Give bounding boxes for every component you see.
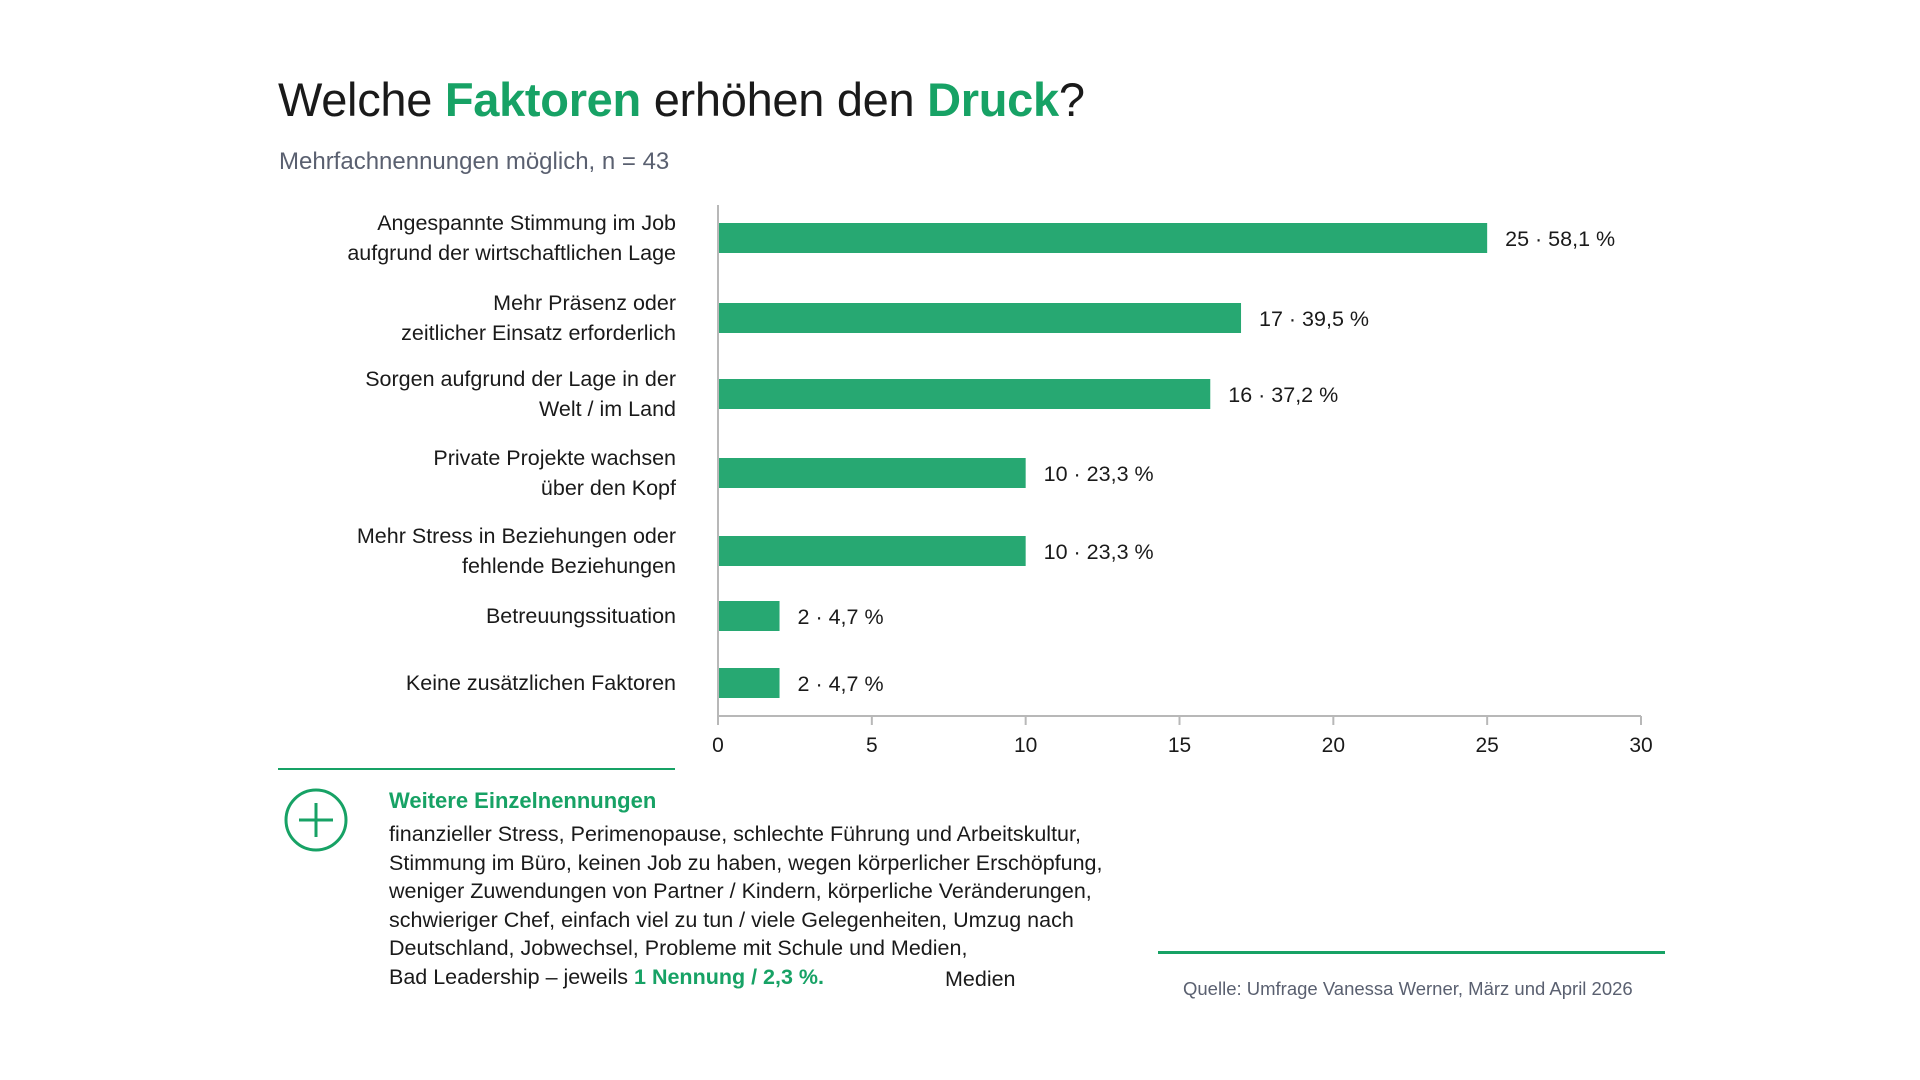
data-label: 17 · 39,5 %	[1259, 307, 1369, 331]
x-tick-label: 5	[866, 734, 878, 757]
x-tick-label: 15	[1168, 734, 1191, 757]
title-part-2: erhöhen den	[640, 73, 928, 126]
more-line: Deutschland, Jobwechsel, Probleme mit Sc…	[389, 936, 968, 961]
data-label: 16 · 37,2 %	[1228, 383, 1338, 407]
more-mentions-heading: Weitere Einzelnennungen	[389, 788, 657, 813]
bar	[718, 601, 780, 631]
category-label: über den Kopf	[541, 476, 676, 500]
axis-layer: 0 5 10 15 20 25 30	[712, 205, 1653, 757]
category-label: Private Projekte wachsen	[433, 446, 676, 470]
bar	[718, 303, 1242, 333]
data-label: 10 · 23,3 %	[1044, 540, 1154, 564]
category-labels-layer: Angespannte Stimmung im Job aufgrund der …	[347, 211, 676, 695]
category-label: Sorgen aufgrund der Lage in der	[365, 367, 676, 391]
x-tick-label: 0	[712, 734, 724, 757]
more-line: weniger Zuwendungen von Partner / Kinder…	[389, 879, 1092, 904]
category-label: Mehr Stress in Beziehungen oder	[357, 524, 676, 548]
category-label: Betreuungssituation	[486, 604, 676, 628]
divider-left	[278, 768, 675, 770]
more-line: Stimmung im Büro, keinen Job zu haben, w…	[389, 850, 1103, 875]
medien-label: Medien	[945, 967, 1016, 991]
chart-title: Welche Faktoren erhöhen den Druck?	[278, 72, 1085, 127]
x-tick-label: 20	[1322, 734, 1345, 757]
title-part-3: ?	[1058, 73, 1085, 126]
bar	[718, 536, 1026, 566]
x-tick-label: 10	[1014, 734, 1037, 757]
data-label: 2 · 4,7 %	[798, 605, 884, 629]
x-tick-label: 30	[1629, 734, 1652, 757]
data-label: 25 · 58,1 %	[1505, 227, 1615, 251]
title-part-1: Welche	[278, 73, 445, 126]
more-mentions-text: finanzieller Stress, Perimenopause, schl…	[389, 820, 1149, 992]
more-line-last: Bad Leadership – jeweils 1 Nennung / 2,3…	[389, 963, 1149, 992]
source-note: Quelle: Umfrage Vanessa Werner, März und…	[1183, 978, 1633, 999]
category-label: zeitlicher Einsatz erforderlich	[401, 321, 676, 345]
data-label: 10 · 23,3 %	[1044, 462, 1154, 486]
bar	[718, 458, 1026, 488]
bar	[718, 223, 1488, 253]
title-highlight-druck: Druck	[927, 73, 1059, 126]
title-highlight-faktoren: Faktoren	[444, 73, 641, 126]
more-last-prefix: Bad Leadership – jeweils	[389, 964, 635, 989]
chart-subtitle: Mehrfachnennungen möglich, n = 43	[279, 148, 670, 175]
category-label: Mehr Präsenz oder	[493, 291, 676, 315]
more-line: schwieriger Chef, einfach viel zu tun / …	[389, 907, 1074, 932]
plus-circle-icon	[284, 788, 348, 852]
category-label: Welt / im Land	[539, 397, 676, 421]
category-label: aufgrund der wirtschaftlichen Lage	[347, 241, 676, 265]
data-label: 2 · 4,7 %	[798, 672, 884, 696]
category-label: fehlende Beziehungen	[462, 554, 676, 578]
category-label: Keine zusätzlichen Faktoren	[406, 671, 676, 695]
divider-right	[1158, 951, 1665, 954]
bars-layer	[718, 223, 1488, 698]
bar	[718, 379, 1211, 409]
category-label: Angespannte Stimmung im Job	[377, 211, 676, 235]
data-labels-layer: 25 · 58,1 % 17 · 39,5 % 16 · 37,2 % 10 · 23…	[798, 227, 1616, 696]
more-last-highlight: 1 Nennung / 2,3 %.	[634, 964, 824, 989]
bar	[718, 668, 780, 698]
x-tick-label: 25	[1475, 734, 1498, 757]
more-line: finanzieller Stress, Perimenopause, schl…	[389, 822, 1081, 846]
